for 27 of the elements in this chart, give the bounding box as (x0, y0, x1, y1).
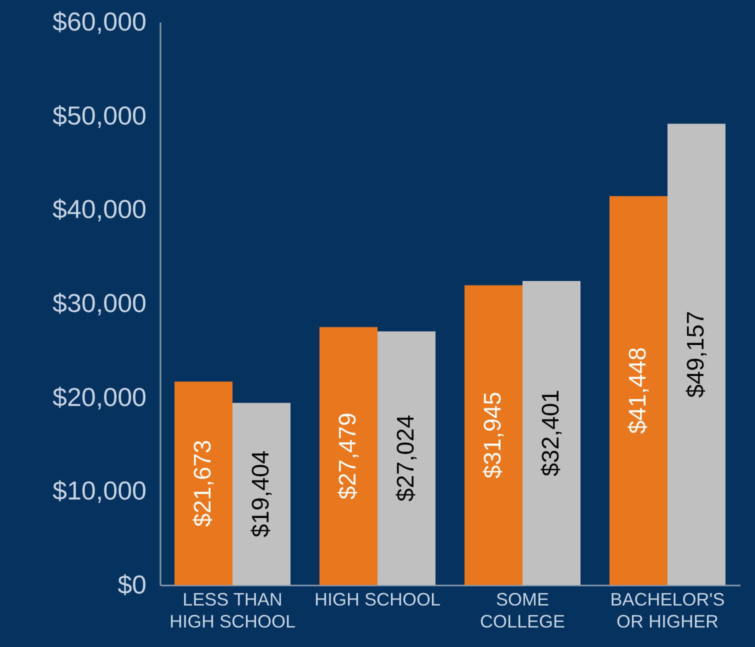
bar (464, 285, 522, 585)
data-label: $27,024 (392, 414, 420, 502)
bar (610, 196, 668, 585)
y-tick-label: $0 (118, 570, 146, 600)
data-label: $27,479 (334, 412, 362, 500)
data-label: $19,404 (248, 450, 274, 538)
bar (378, 331, 436, 585)
bar (522, 280, 580, 585)
y-tick-label: $30,000 (52, 288, 146, 318)
data-label: $31,945 (480, 392, 506, 479)
bar (174, 382, 232, 585)
y-tick-label: $60,000 (52, 6, 146, 36)
x-tick-label: LESS THAN HIGH SCHOOL (169, 590, 296, 632)
x-tick-label: HIGH SCHOOL (314, 590, 441, 610)
data-label: $32,401 (538, 390, 564, 476)
x-tick-label: SOME COLLEGE (480, 590, 566, 632)
bar (320, 327, 378, 585)
bar (232, 402, 290, 585)
y-tick-label: $10,000 (52, 476, 146, 506)
bar (668, 124, 726, 585)
data-label: $49,157 (682, 310, 710, 398)
data-label: $21,673 (190, 440, 216, 527)
data-label: $41,448 (624, 347, 652, 434)
x-tick-label: BACHELOR'S OR HIGHER (610, 590, 725, 632)
y-tick-label: $20,000 (52, 382, 146, 412)
y-tick-label: $50,000 (52, 100, 146, 130)
y-tick-label: $40,000 (52, 194, 146, 224)
